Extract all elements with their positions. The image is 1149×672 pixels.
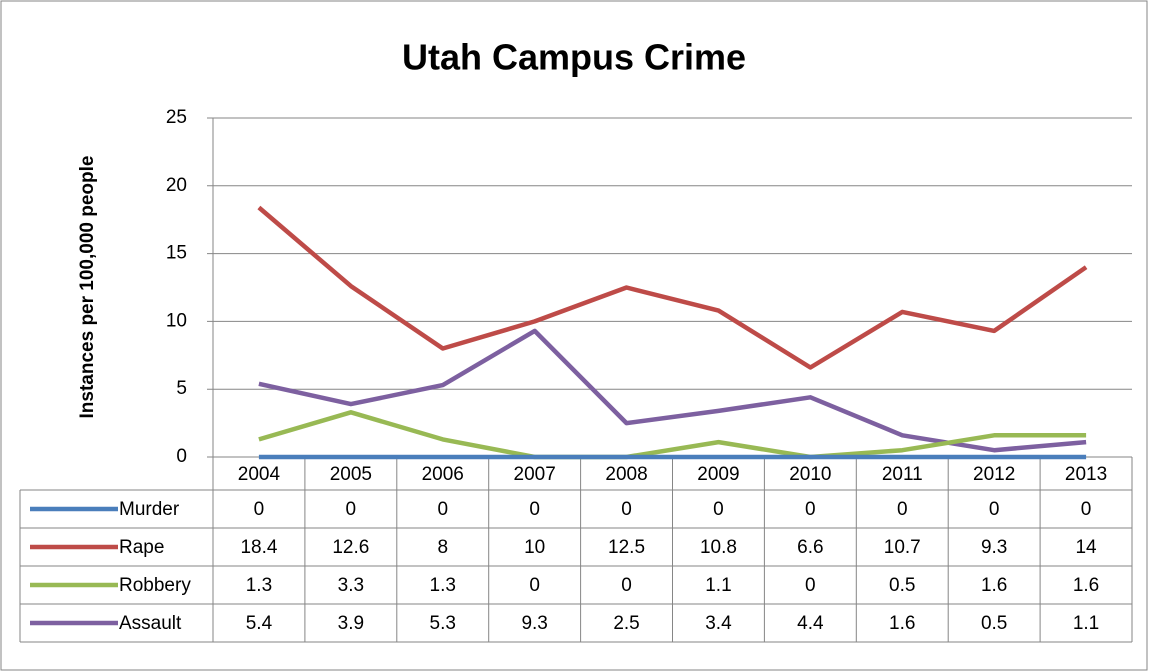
table-value: 10.7 (884, 537, 921, 558)
table-value: 9.3 (981, 537, 1007, 558)
table-value: 1.6 (981, 575, 1007, 596)
y-tick-label: 5 (176, 378, 187, 399)
table-value: 1.3 (246, 575, 272, 596)
x-tick-label: 2006 (422, 464, 464, 485)
table-value: 0.5 (889, 575, 915, 596)
legend-label: Murder (119, 499, 180, 520)
x-tick-label: 2008 (605, 464, 647, 485)
table-value: 12.6 (332, 537, 369, 558)
y-axis-label: Instances per 100,000 people (77, 156, 98, 419)
table-value: 0 (346, 499, 357, 520)
x-tick-label: 2010 (789, 464, 831, 485)
table-value: 0 (621, 499, 632, 520)
y-tick-label: 15 (166, 243, 187, 264)
series-line (258, 410, 1087, 460)
legend-label: Rape (119, 537, 164, 558)
table-value: 8 (437, 537, 448, 558)
table-value: 3.3 (338, 575, 364, 596)
legend-label: Assault (119, 613, 182, 634)
x-tick-label: 2005 (330, 464, 372, 485)
table-value: 1.3 (430, 575, 456, 596)
table-value: 6.6 (797, 537, 823, 558)
table-value: 0.5 (981, 613, 1007, 634)
x-tick-label: 2004 (238, 464, 281, 485)
table-value: 0 (897, 499, 908, 520)
table-value: 0 (805, 499, 816, 520)
x-tick-label: 2007 (514, 464, 556, 485)
x-tick-label: 2012 (973, 464, 1015, 485)
table-value: 0 (1081, 499, 1092, 520)
table-value: 1.1 (1073, 613, 1099, 634)
table-value: 0 (529, 575, 540, 596)
x-tick-label: 2009 (697, 464, 739, 485)
table-value: 0 (437, 499, 448, 520)
table-value: 0 (805, 575, 816, 596)
legend-label: Robbery (119, 575, 191, 596)
table-value: 12.5 (608, 537, 645, 558)
table-value: 5.4 (246, 613, 273, 634)
table-value: 3.4 (705, 613, 732, 634)
table-value: 0 (529, 499, 540, 520)
table-value: 1.6 (889, 613, 915, 634)
y-tick-label: 25 (166, 107, 187, 128)
table-value: 14 (1075, 537, 1097, 558)
y-tick-label: 10 (166, 310, 187, 331)
table-value: 18.4 (240, 537, 277, 558)
table-value: 9.3 (521, 613, 547, 634)
series-line (257, 205, 1088, 370)
chart-title: Utah Campus Crime (402, 37, 746, 78)
table-value: 3.9 (338, 613, 364, 634)
y-tick-label: 0 (176, 446, 187, 467)
table-value: 5.3 (430, 613, 456, 634)
y-tick-label: 20 (166, 175, 187, 196)
table-value: 1.1 (705, 575, 731, 596)
table-value: 1.6 (1073, 575, 1099, 596)
table-value: 0 (713, 499, 724, 520)
table-value: 0 (254, 499, 265, 520)
table-value: 2.5 (613, 613, 639, 634)
table-value: 4.4 (797, 613, 824, 634)
x-tick-label: 2011 (882, 464, 923, 485)
x-tick-label: 2013 (1065, 464, 1107, 485)
table-value: 0 (621, 575, 632, 596)
table-value: 0 (989, 499, 1000, 520)
table-value: 10 (524, 537, 545, 558)
table-value: 10.8 (700, 537, 737, 558)
